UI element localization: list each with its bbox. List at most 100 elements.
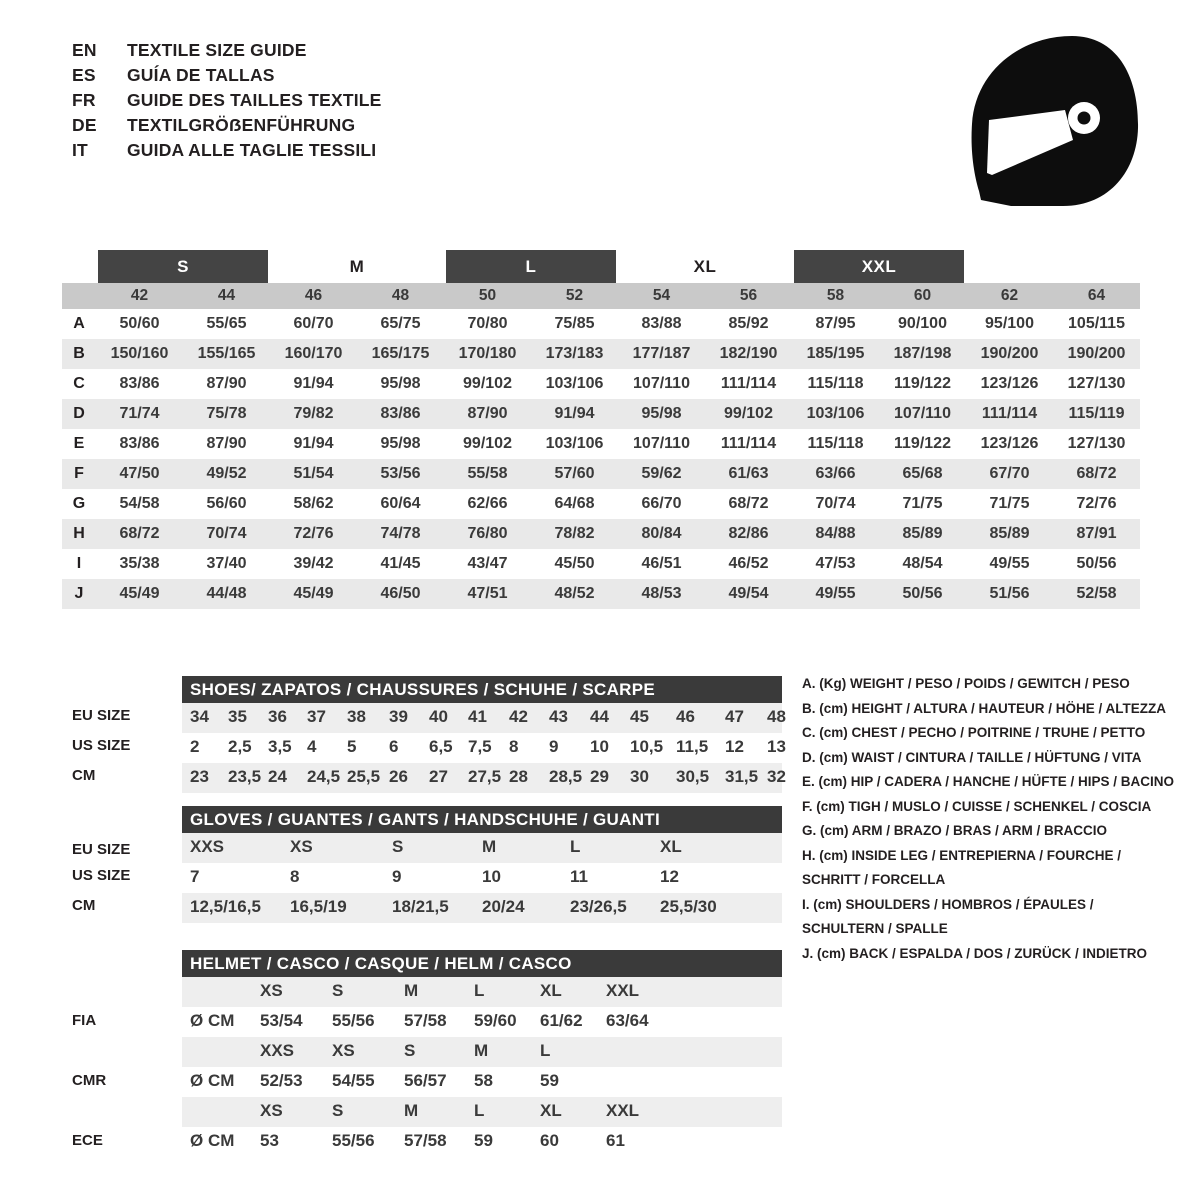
size-cell: 6 (389, 737, 399, 756)
helmet-size-label: XXL (606, 981, 640, 1000)
measurement-cell: 59/62 (641, 465, 682, 482)
size-cell: 12 (725, 737, 744, 756)
measurement-cell: 83/88 (641, 315, 682, 332)
measurement-cell: 95/98 (380, 435, 421, 452)
helmet-standard-ece: ECE (72, 1132, 103, 1149)
size-cell: 6,5 (429, 737, 453, 756)
title-row-de: DE TEXTILGRÖẞENFÜHRUNG (72, 115, 382, 140)
measurement-cell: 70/74 (815, 495, 856, 512)
size-band-l: L (446, 250, 616, 283)
row-key-g: G (72, 495, 86, 512)
measurement-cell: 51/56 (989, 585, 1030, 602)
gloves-size-table: GLOVES / GUANTES / GANTS / HANDSCHUHE / … (72, 806, 782, 923)
measurement-cell: 107/110 (633, 435, 690, 452)
helmet-size-label: XL (540, 1101, 562, 1120)
size-cell: 12 (660, 867, 679, 886)
measurement-cell: 80/84 (641, 525, 682, 542)
size-cell: 37 (307, 707, 326, 726)
measurement-cell: 35/38 (119, 555, 160, 572)
size-cell: 29 (590, 767, 609, 786)
size-cell: 4 (307, 737, 317, 756)
measurement-cell: 64/68 (554, 495, 595, 512)
table-row: EU SIZE XXS XS S M L XL (72, 833, 782, 863)
helmet-size-label: S (332, 1101, 344, 1120)
numeric-size-header: 58 (826, 287, 845, 304)
measurement-cell: 75/78 (206, 405, 247, 422)
helmet-size-label: S (332, 981, 344, 1000)
size-cell: 23 (190, 767, 209, 786)
helmet-size-table: HELMET / CASCO / CASQUE / HELM / CASCO X… (72, 950, 782, 1157)
size-cell: 35 (228, 707, 247, 726)
legend-line: H. (cm) INSIDE LEG / ENTREPIERNA / FOURC… (802, 847, 1122, 863)
measurement-cell: 190/200 (1067, 345, 1126, 362)
size-cell: 13 (767, 737, 786, 756)
title-language-code: IT (72, 140, 88, 160)
measurement-cell: 49/55 (815, 585, 856, 602)
size-cell: 2 (190, 737, 200, 756)
table-row: C 83/86 87/90 91/94 95/98 99/102 103/106 107/11… (62, 369, 1140, 399)
table-row: ECE Ø CM 53 55/56 57/58 59 60 61 (72, 1127, 782, 1157)
measurement-cell: 45/49 (293, 585, 334, 602)
legend-line: J. (cm) BACK / ESPALDA / DOS / ZURÜCK / … (802, 945, 1148, 961)
measurement-cell: 50/56 (902, 585, 943, 602)
title-language-code: FR (72, 90, 96, 110)
size-cell: 27 (429, 767, 448, 786)
measurement-cell: 99/102 (724, 405, 773, 422)
helmet-size-header-row: XS S M L XL XXL (182, 977, 782, 1007)
main-measurements-table: S M L XL XXL 42 44 46 48 50 52 54 56 58 60 62 64 A 50/60… (62, 250, 1140, 609)
row-label-eu-size: EU SIZE (72, 707, 131, 724)
legend-line: E. (cm) HIP / CADERA / HANCHE / HÜFTE / … (802, 774, 1175, 789)
measurement-cell: 82/86 (728, 525, 769, 542)
size-cell: 10 (590, 737, 609, 756)
numeric-size-header: 48 (391, 287, 410, 304)
helmet-circumference-cell: 57/58 (404, 1131, 447, 1150)
measurement-cell: 111/114 (981, 405, 1038, 422)
measurement-cell: 61/63 (728, 465, 769, 482)
size-cell: 32 (767, 767, 786, 786)
size-cell: 10 (482, 867, 501, 886)
helmet-size-label: XL (540, 981, 562, 1000)
helmet-unit-label: Ø CM (190, 1071, 235, 1090)
measurement-cell: 99/102 (463, 435, 512, 452)
measurement-cell: 48/53 (641, 585, 682, 602)
table-row: J 45/49 44/48 45/49 46/50 47/51 48/52 48/53 49/5… (62, 579, 1140, 609)
measurement-cell: 68/72 (119, 525, 160, 542)
size-cell: 3,5 (268, 737, 292, 756)
row-key-d: D (73, 405, 85, 422)
measurement-cell: 43/47 (467, 555, 508, 572)
measurement-cell: 58/62 (293, 495, 334, 512)
helmet-circumference-cell: 60 (540, 1131, 559, 1150)
helmet-size-label: XS (332, 1041, 355, 1060)
helmet-circumference-cell: 59/60 (474, 1011, 517, 1030)
helmet-size-label: XXS (260, 1041, 295, 1060)
measurement-cell: 54/58 (119, 495, 160, 512)
size-cell: 47 (725, 707, 744, 726)
measurement-cell: 68/72 (728, 495, 769, 512)
measurement-cell: 55/65 (206, 315, 247, 332)
measurement-cell: 90/100 (898, 315, 947, 332)
row-label-eu-size: EU SIZE (72, 841, 131, 858)
table-row: E 83/86 87/90 91/94 95/98 99/102 103/106 107/11… (62, 429, 1140, 459)
legend-line: B. (cm) HEIGHT / ALTURA / HAUTEUR / HÖHE… (802, 700, 1166, 716)
table-row: EU SIZE 34 35 36 37 38 39 40 41 42 43 44 45 46 47 48 (72, 703, 786, 733)
size-cell: 8 (290, 867, 300, 886)
size-cell: M (482, 837, 497, 856)
measurement-cell: 48/52 (554, 585, 595, 602)
measurement-cell: 44/48 (206, 585, 247, 602)
measurement-cell: 71/75 (989, 495, 1030, 512)
measurement-cell: 45/50 (554, 555, 595, 572)
measurement-cell: 84/88 (815, 525, 856, 542)
size-cell: 48 (767, 707, 786, 726)
measurement-cell: 52/58 (1076, 585, 1117, 602)
size-cell: XS (290, 837, 313, 856)
title-language-text: GUIDA ALLE TAGLIE TESSILI (127, 140, 377, 160)
measurement-cell: 85/89 (989, 525, 1030, 542)
size-cell: 44 (590, 707, 609, 726)
size-cell: 23/26,5 (570, 897, 627, 916)
measurement-cell: 105/115 (1068, 315, 1125, 332)
legend-line: SCHULTERN / SPALLE (802, 921, 948, 936)
racing-helmet-icon (945, 28, 1150, 213)
measurement-cell: 111/114 (720, 435, 777, 452)
size-cell: 8 (509, 737, 519, 756)
table-row: D 71/74 75/78 79/82 83/86 87/90 91/94 95/98 99/1… (62, 399, 1140, 429)
